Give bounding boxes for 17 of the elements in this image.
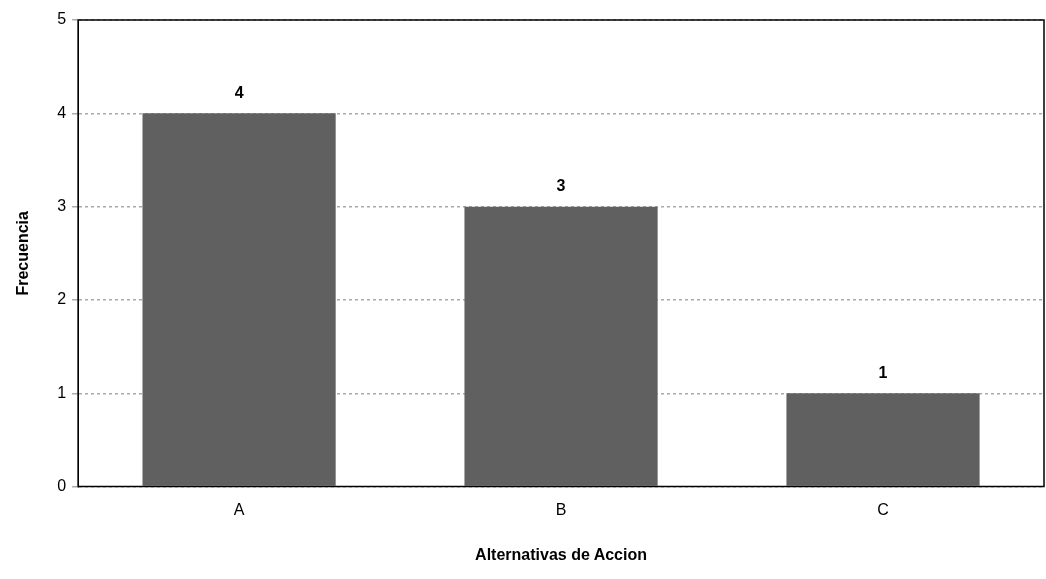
data-label: 4 bbox=[234, 83, 244, 101]
y-tick-label: 5 bbox=[57, 10, 67, 28]
y-tick-label: 0 bbox=[57, 477, 67, 495]
bar bbox=[786, 393, 980, 486]
y-axis-title: Frecuencia bbox=[14, 210, 32, 296]
data-label: 1 bbox=[878, 363, 888, 381]
x-tick-label: A bbox=[233, 500, 245, 518]
bar bbox=[142, 113, 336, 486]
bar bbox=[464, 206, 658, 486]
data-label: 3 bbox=[556, 177, 566, 195]
y-tick-label: 2 bbox=[57, 290, 67, 308]
y-tick-label: 4 bbox=[57, 103, 67, 121]
x-tick-label: B bbox=[555, 500, 567, 518]
y-tick-label: 3 bbox=[57, 197, 67, 215]
y-tick-label: 1 bbox=[57, 383, 67, 401]
x-axis-title: Alternativas de Accion bbox=[475, 545, 647, 563]
x-tick-label: C bbox=[877, 500, 889, 518]
